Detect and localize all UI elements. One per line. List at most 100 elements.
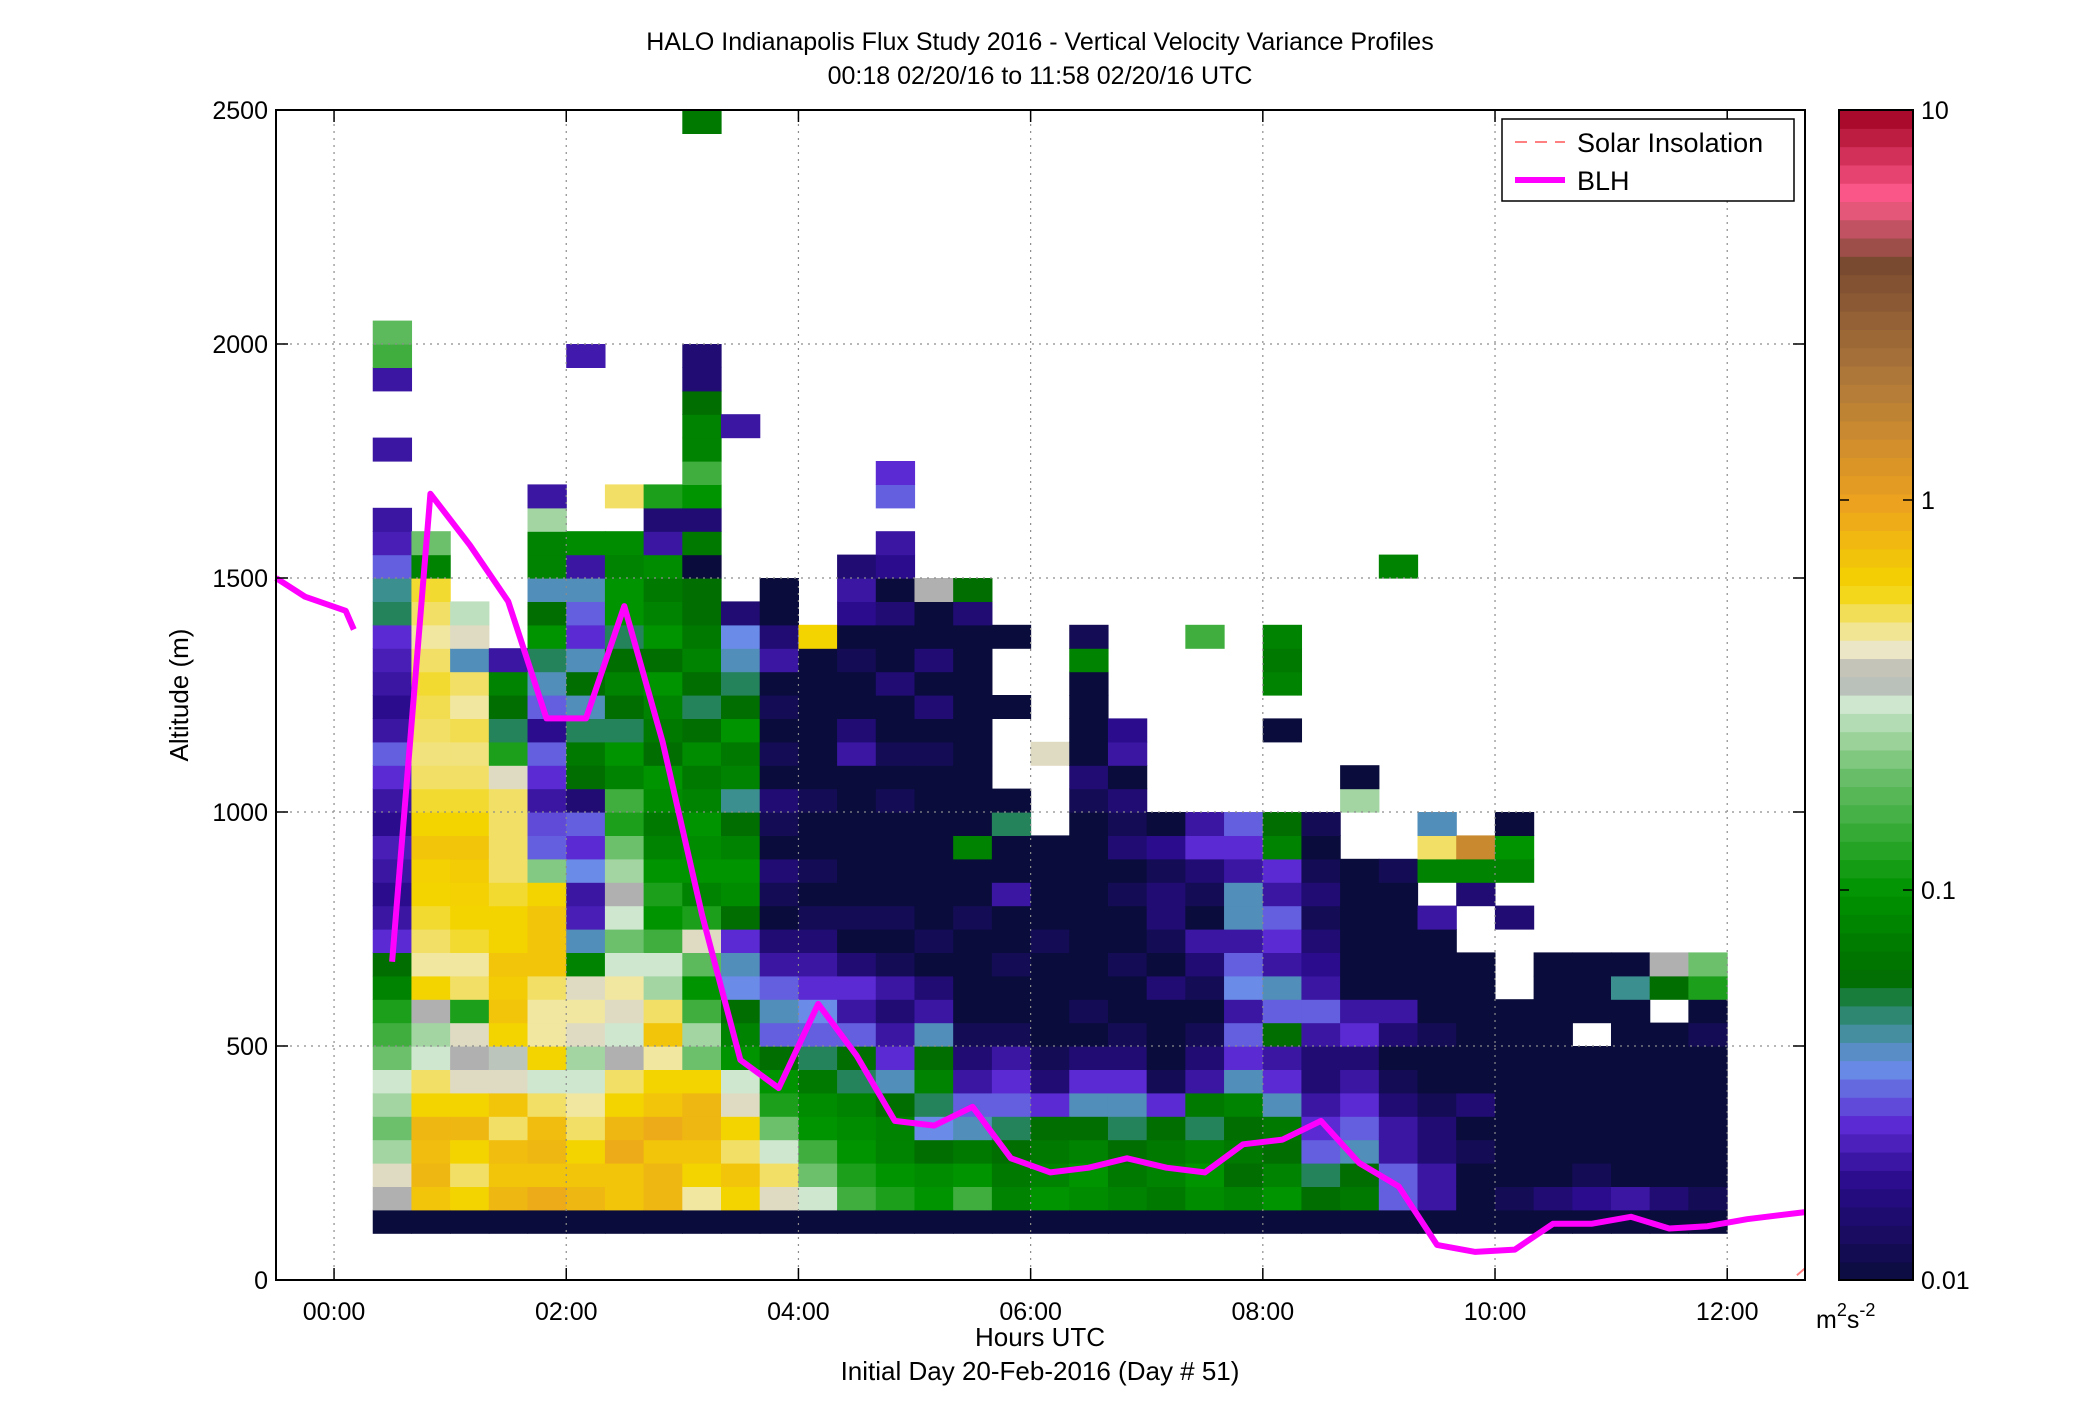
heatmap-cell <box>721 414 761 439</box>
heatmap-cell <box>1378 1092 1419 1117</box>
chart-subtitle: 00:18 02/20/16 to 11:58 02/20/16 UTC <box>828 62 1253 90</box>
colorbar-swatch <box>1839 987 1913 1007</box>
heatmap-cell <box>721 835 761 860</box>
heatmap-cell <box>914 578 954 602</box>
heatmap-cell <box>1456 1209 1496 1234</box>
heatmap-cell <box>1572 1116 1612 1141</box>
heatmap-cell <box>1185 929 1225 953</box>
colorbar-swatch <box>1839 1097 1913 1117</box>
heatmap-cell <box>759 882 799 907</box>
heatmap-cell <box>643 929 683 953</box>
heatmap-cell <box>1224 812 1264 836</box>
heatmap-cell <box>643 858 683 883</box>
heatmap-cell <box>837 601 877 626</box>
colorbar-swatch <box>1839 420 1913 440</box>
heatmap-cell <box>953 999 993 1024</box>
heatmap-cell <box>682 344 722 368</box>
heatmap-cell <box>721 882 761 907</box>
heatmap-cell <box>1417 1163 1457 1187</box>
heatmap-cell <box>1030 929 1070 953</box>
heatmap-cell <box>1456 882 1496 907</box>
heatmap-cell <box>1146 975 1186 1000</box>
x-axis-label: Hours UTC <box>975 1322 1105 1352</box>
heatmap-cell <box>1494 835 1535 860</box>
heatmap-cell <box>527 929 567 953</box>
heatmap-cell <box>604 671 645 696</box>
heatmap-cell <box>488 788 529 813</box>
heatmap-cell <box>1649 1022 1689 1047</box>
heatmap-cell <box>643 835 683 860</box>
heatmap-cell <box>566 648 606 673</box>
heatmap-cell <box>914 624 954 649</box>
heatmap-cell <box>682 929 722 953</box>
plot-frame <box>275 109 1806 1281</box>
heatmap-cell <box>837 1186 877 1211</box>
heatmap-cell <box>914 952 954 977</box>
heatmap-cell <box>953 1186 993 1211</box>
heatmap-cell <box>450 1092 490 1117</box>
heatmap-cell <box>450 812 490 836</box>
heatmap-cell <box>1494 1163 1535 1187</box>
colorbar-unit: m2s-2 <box>1816 1300 1875 1334</box>
heatmap-cell <box>1378 1209 1419 1234</box>
heatmap-cell <box>1572 975 1612 1000</box>
colorbar-tick-label: 1 <box>1921 487 1935 515</box>
heatmap-cell <box>604 929 645 953</box>
heatmap-cell <box>566 554 606 579</box>
heatmap-cell <box>1417 952 1457 977</box>
heatmap-cell <box>953 1046 993 1070</box>
heatmap-cell <box>372 554 413 579</box>
heatmap-cell <box>1262 1209 1303 1234</box>
heatmap-cell <box>1649 1186 1689 1211</box>
heatmap-cell <box>721 788 761 813</box>
heatmap-cell <box>1456 1163 1496 1187</box>
colorbar-swatch <box>1839 110 1913 129</box>
heatmap-cell <box>527 999 567 1024</box>
heatmap-cell <box>411 952 451 977</box>
heatmap-cell <box>875 695 916 719</box>
heatmap-cell <box>566 1022 606 1047</box>
heatmap-cell <box>488 1046 529 1070</box>
heatmap-cell <box>721 718 761 743</box>
colorbar-swatch <box>1839 932 1913 952</box>
heatmap-cell <box>759 858 799 883</box>
heatmap-cell <box>1262 905 1303 930</box>
heatmap-cell <box>1069 624 1109 649</box>
colorbar-swatch <box>1839 402 1913 422</box>
heatmap-cell <box>643 578 683 602</box>
heatmap-cell <box>1688 999 1728 1024</box>
heatmap-cell <box>953 718 993 743</box>
heatmap-cell <box>1107 929 1148 953</box>
heatmap-cell <box>953 765 993 790</box>
heatmap-cell <box>721 1139 761 1164</box>
heatmap-cell <box>682 1069 722 1094</box>
heatmap-cell <box>1340 1116 1380 1141</box>
heatmap-cell <box>798 695 838 719</box>
heatmap-cell <box>372 1092 413 1117</box>
colorbar-gradient <box>1839 110 1913 1281</box>
heatmap-cell <box>566 952 606 977</box>
heatmap-cell <box>1378 1046 1419 1070</box>
heatmap-cell <box>372 882 413 907</box>
heatmap-cell <box>411 1046 451 1070</box>
colorbar-swatch <box>1839 439 1913 458</box>
heatmap-cell <box>566 882 606 907</box>
colorbar-swatch <box>1839 859 1913 879</box>
heatmap-cell <box>372 1046 413 1070</box>
heatmap-cell <box>914 835 954 860</box>
heatmap-cell <box>1533 1163 1573 1187</box>
heatmap-cell <box>991 788 1032 813</box>
heatmap-cell <box>1456 858 1496 883</box>
heatmap-cell <box>372 695 413 719</box>
heatmap-cell <box>1185 812 1225 836</box>
heatmap-cell <box>1378 1116 1419 1141</box>
colorbar-swatch <box>1839 822 1913 842</box>
heatmap-cell <box>991 695 1032 719</box>
heatmap-cell <box>682 461 722 485</box>
heatmap-cell <box>1494 858 1535 883</box>
heatmap-cell <box>875 741 916 766</box>
heatmap-cell <box>1340 765 1380 790</box>
heatmap-cell <box>450 975 490 1000</box>
heatmap-cell <box>1224 1092 1264 1117</box>
heatmap-cell <box>953 835 993 860</box>
